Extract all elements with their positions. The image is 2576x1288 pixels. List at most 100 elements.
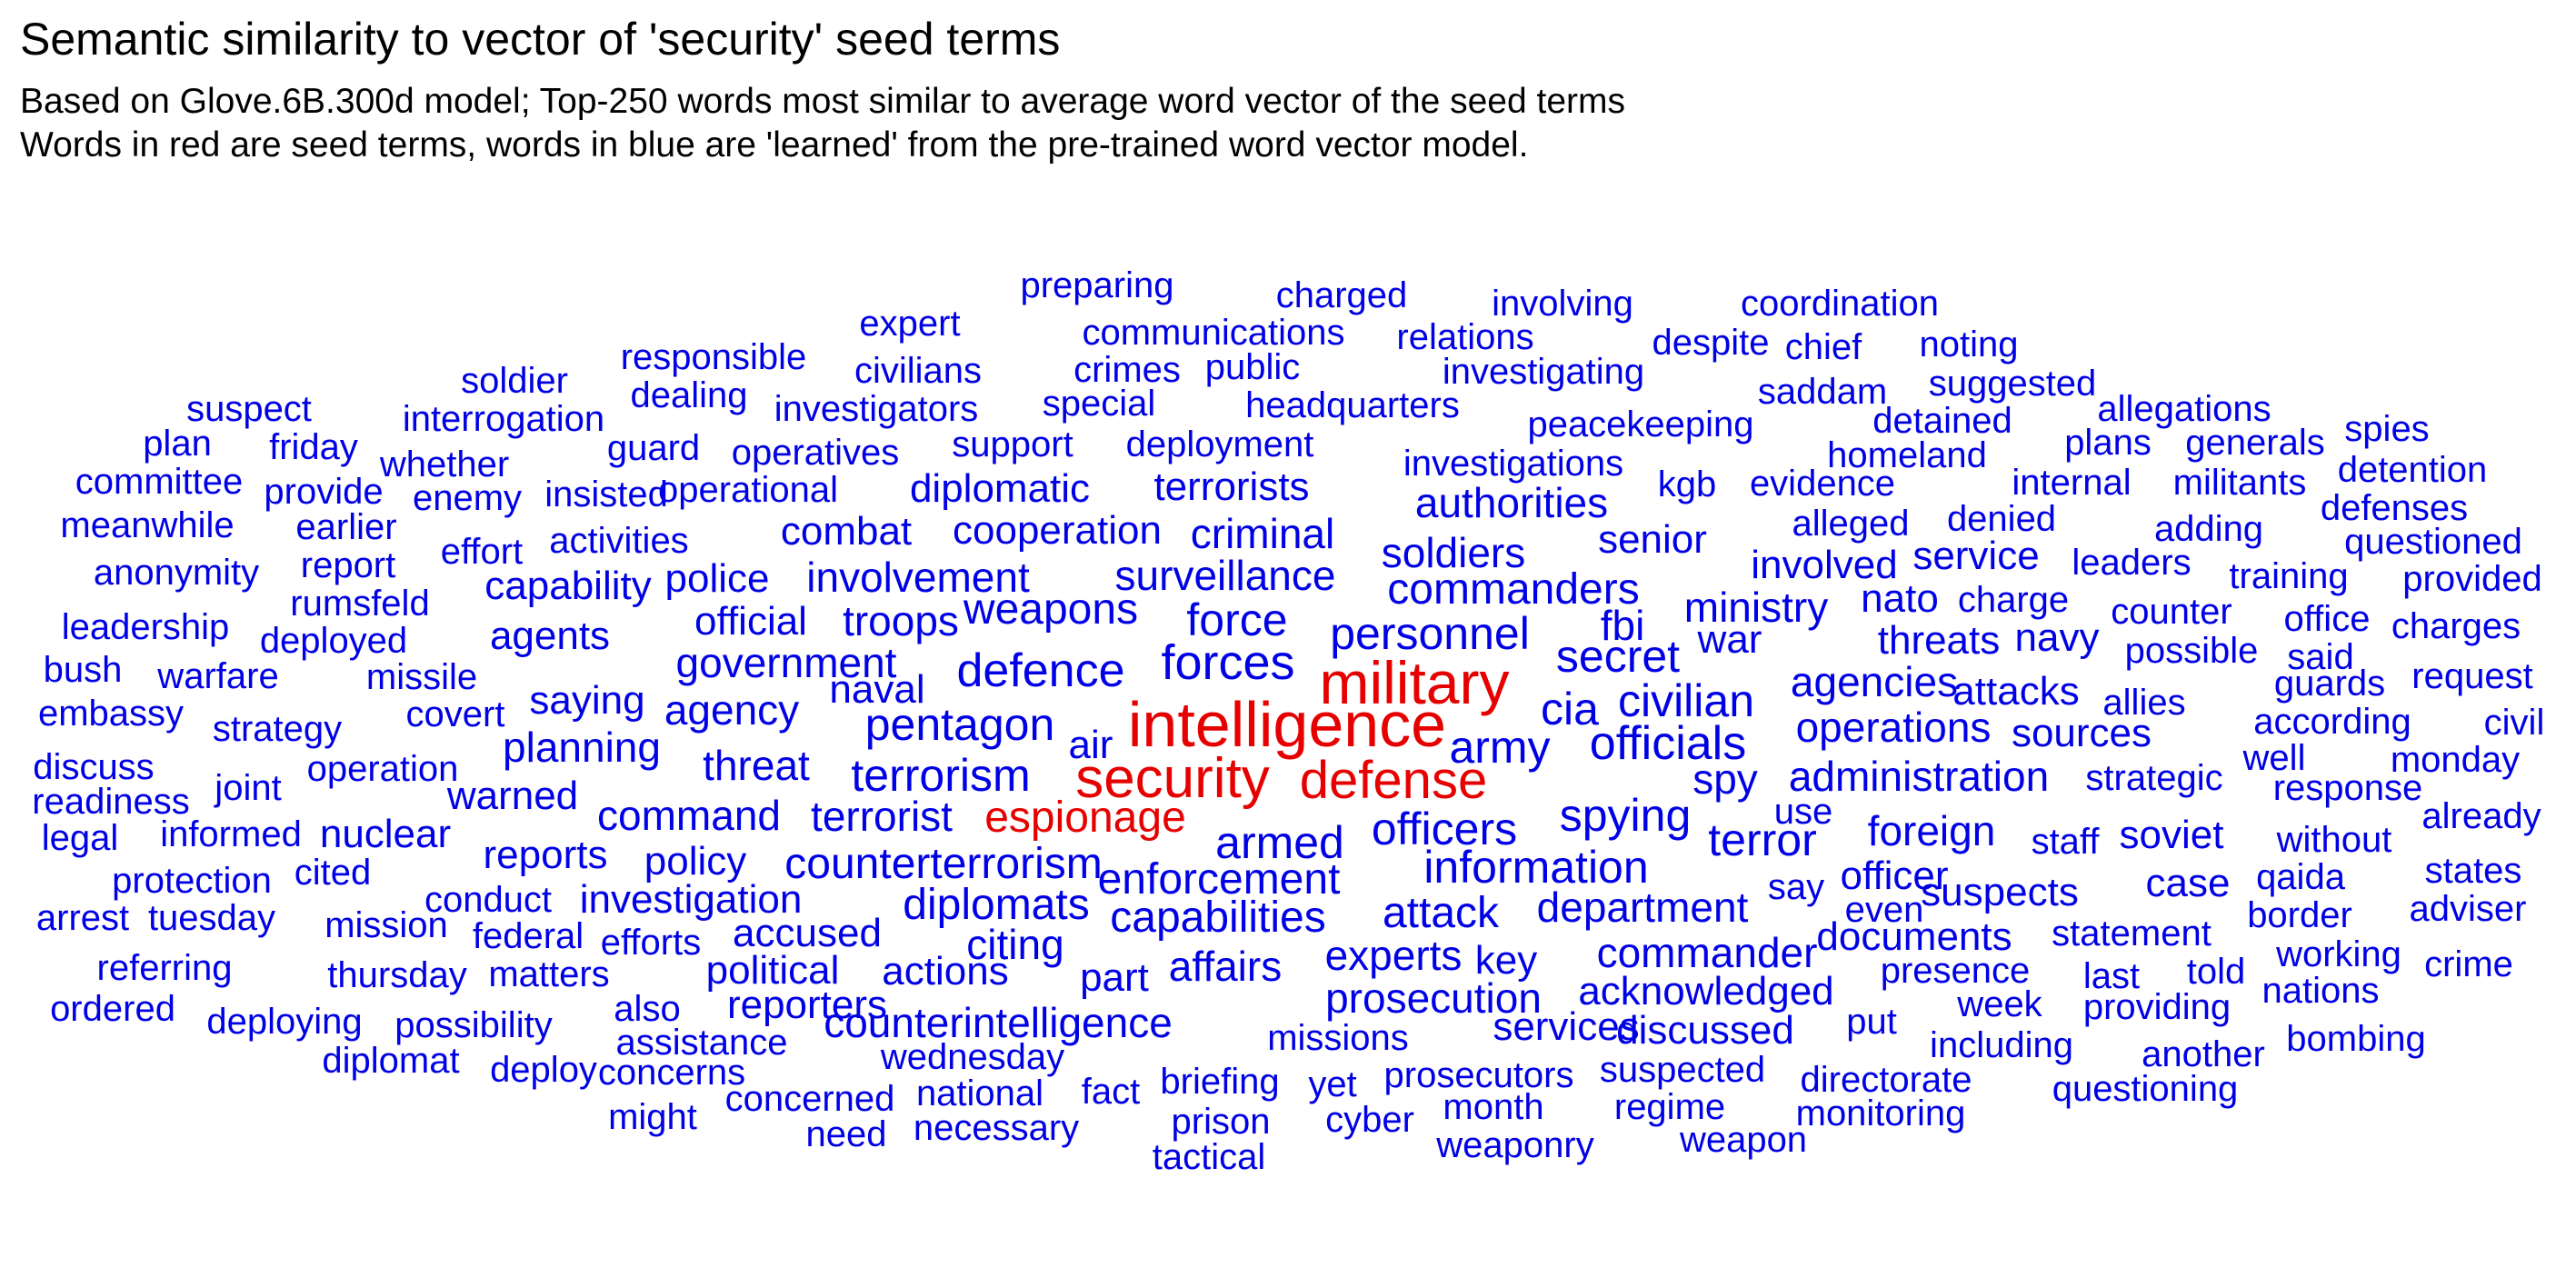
learned-word-actions: actions [882, 949, 1009, 993]
learned-word-assistance: assistance [615, 1023, 788, 1063]
learned-word-officers: officers [1371, 804, 1518, 854]
learned-word-prosecutors: prosecutors [1383, 1055, 1574, 1095]
learned-word-readiness: readiness [32, 782, 190, 822]
learned-word-charged: charged [1275, 275, 1408, 315]
learned-word-public: public [1204, 347, 1301, 387]
learned-word-saying: saying [529, 678, 645, 723]
learned-word-allies: allies [2102, 683, 2186, 723]
learned-word-discuss: discuss [33, 747, 155, 787]
learned-word-policy: policy [644, 839, 747, 884]
learned-word-missions: missions [1267, 1018, 1409, 1058]
learned-word-strategic: strategic [2085, 758, 2223, 798]
learned-word-necessary: necessary [913, 1108, 1080, 1148]
learned-word-allegations: allegations [2097, 389, 2271, 429]
learned-word-air: air [1068, 723, 1113, 767]
learned-word-enforcement: enforcement [1097, 855, 1341, 904]
learned-word-covert: covert [405, 694, 505, 734]
learned-word-naval: naval [829, 667, 925, 712]
learned-word-strategy: strategy [212, 709, 343, 749]
learned-word-nuclear: nuclear [319, 812, 452, 856]
learned-word-counter: counter [2111, 592, 2232, 632]
learned-word-efforts: efforts [600, 923, 702, 963]
learned-word-need: need [805, 1114, 887, 1154]
learned-word-say: say [1767, 867, 1825, 907]
learned-word-tactical: tactical [1152, 1137, 1266, 1177]
learned-word-last: last [2082, 956, 2141, 996]
learned-word-acknowledged: acknowledged [1578, 969, 1834, 1013]
learned-word-meanwhile: meanwhile [60, 505, 235, 545]
learned-word-alleged: alleged [1792, 504, 1910, 544]
learned-word-special: special [1042, 384, 1156, 424]
learned-word-ordered: ordered [50, 989, 175, 1029]
learned-word-fbi: fbi [1600, 602, 1645, 649]
learned-word-mission: mission [324, 905, 448, 945]
learned-word-army: army [1449, 722, 1551, 773]
learned-word-weaponry: weaponry [1436, 1125, 1594, 1165]
learned-word-office: office [2283, 599, 2371, 639]
learned-word-responsible: responsible [620, 337, 807, 377]
learned-word-cyber: cyber [1325, 1100, 1414, 1140]
learned-word-spy: spy [1692, 755, 1758, 803]
learned-word-denied: denied [1946, 499, 2057, 539]
learned-word-national: national [915, 1073, 1044, 1113]
learned-word-noting: noting [1919, 324, 2019, 364]
learned-word-request: request [2411, 656, 2533, 696]
learned-word-leaders: leaders [2072, 543, 2192, 583]
learned-word-deploying: deploying [206, 1002, 363, 1042]
learned-word-states: states [2424, 851, 2522, 891]
learned-word-weapon: weapon [1679, 1120, 1808, 1160]
learned-word-coordination: coordination [1741, 284, 1939, 324]
learned-word-chief: chief [1784, 327, 1862, 367]
learned-word-cia: cia [1541, 684, 1599, 734]
learned-word-terrorist: terrorist [811, 793, 953, 840]
learned-word-department: department [1536, 884, 1749, 931]
learned-word-cited: cited [294, 853, 372, 893]
learned-word-matters: matters [488, 954, 610, 994]
learned-word-response: response [2272, 768, 2423, 808]
learned-word-embassy: embassy [37, 694, 185, 734]
learned-word-citing: citing [966, 921, 1064, 968]
learned-word-nations: nations [2261, 971, 2380, 1011]
learned-word-presence: presence [1880, 951, 2031, 991]
learned-word-internal: internal [2012, 463, 2132, 503]
learned-word-warned: warned [446, 774, 579, 818]
learned-word-militants: militants [2172, 463, 2307, 503]
learned-word-spying: spying [1559, 790, 1692, 841]
learned-word-conduct: conduct [424, 880, 553, 920]
learned-word-reports: reports [483, 833, 608, 877]
learned-word-accused: accused [733, 911, 882, 955]
learned-word-put: put [1846, 1002, 1897, 1042]
learned-word-agency: agency [664, 686, 800, 734]
learned-word-detention: detention [2337, 450, 2488, 490]
learned-word-agencies: agencies [1790, 658, 1959, 705]
learned-word-commanders: commanders [1387, 565, 1640, 614]
chart-subtitle: Based on Glove.6B.300d model; Top-250 wo… [20, 80, 1625, 167]
learned-word-case: case [2145, 861, 2231, 905]
learned-word-involving: involving [1492, 284, 1633, 324]
learned-word-yet: yet [1308, 1064, 1357, 1104]
learned-word-dealing: dealing [630, 375, 748, 415]
learned-word-terrorism: terrorism [851, 750, 1031, 801]
seed-word-intelligence: intelligence [1127, 689, 1447, 760]
learned-word-operation: operation [306, 749, 459, 789]
learned-word-force: force [1186, 594, 1288, 645]
learned-word-earlier: earlier [295, 507, 397, 547]
learned-word-plans: plans [2064, 423, 2152, 463]
learned-word-surveillance: surveillance [1114, 552, 1336, 599]
learned-word-documents: documents [1816, 914, 2012, 959]
learned-word-adviser: adviser [2409, 889, 2527, 929]
learned-word-weapons: weapons [963, 585, 1139, 634]
chart-subtitle-line-1: Based on Glove.6B.300d model; Top-250 wo… [20, 82, 1626, 121]
learned-word-charges: charges [2391, 606, 2521, 646]
learned-word-diplomat: diplomat [322, 1041, 460, 1081]
learned-word-might: might [608, 1097, 697, 1137]
learned-word-government: government [675, 639, 897, 686]
learned-word-civilian: civilian [1617, 675, 1755, 726]
learned-word-communications: communications [1082, 313, 1345, 353]
learned-word-training: training [2229, 556, 2349, 596]
learned-word-civilians: civilians [854, 351, 983, 391]
learned-word-deployment: deployment [1125, 424, 1314, 464]
learned-word-questioning: questioning [2052, 1069, 2239, 1109]
learned-word-command: command [597, 792, 781, 839]
